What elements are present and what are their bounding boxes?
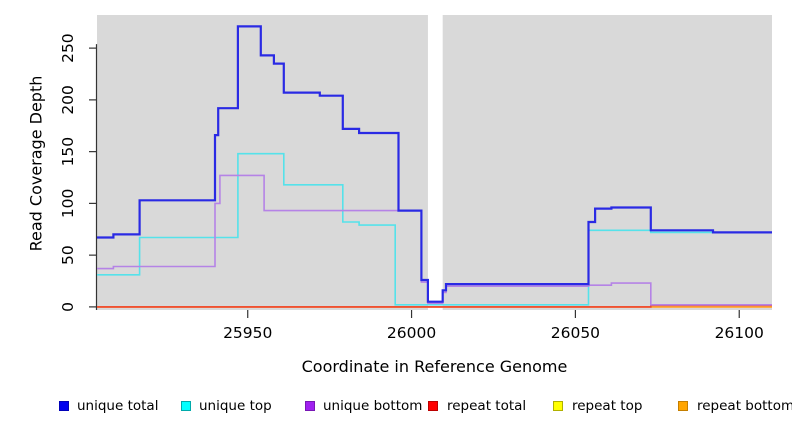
y-tick-label: 100 xyxy=(59,189,77,219)
x-tick-label: 25950 xyxy=(223,324,272,342)
masked-region-band xyxy=(427,15,443,310)
x-tick-label: 26000 xyxy=(387,324,436,342)
legend-swatch-icon xyxy=(553,401,563,411)
x-axis-title-text: Coordinate in Reference Genome xyxy=(301,357,568,376)
legend-swatch-icon xyxy=(428,401,438,411)
y-tick-label: 250 xyxy=(59,33,77,63)
x-tick-label: 26050 xyxy=(551,324,600,342)
series-line-unique-total xyxy=(97,25,772,303)
legend-swatch-icon xyxy=(181,401,191,411)
legend-label: unique top xyxy=(199,398,272,414)
x-axis-title: Coordinate in Reference Genome xyxy=(0,357,792,376)
legend-label: repeat bottom xyxy=(697,398,792,414)
y-tick-label: 200 xyxy=(59,85,77,115)
legend-label: repeat total xyxy=(447,398,527,414)
legend-swatch-icon xyxy=(59,401,69,411)
y-tick-label: 50 xyxy=(59,245,77,265)
legend-label: unique total xyxy=(77,398,159,414)
y-tick-label: 150 xyxy=(59,137,77,167)
x-tick-label: 26100 xyxy=(715,324,764,342)
legend-swatch-icon xyxy=(305,401,315,411)
legend-label: unique bottom xyxy=(323,398,423,414)
y-tick-label: 0 xyxy=(59,302,77,312)
legend-label: repeat top xyxy=(572,398,643,414)
series-group xyxy=(97,25,772,308)
y-axis-title: Read Coverage Depth xyxy=(26,75,46,252)
chart-legend: unique total unique top unique bottom repea… xyxy=(0,398,792,418)
series-line-unique-top xyxy=(97,152,772,306)
legend-swatch-icon xyxy=(678,401,688,411)
